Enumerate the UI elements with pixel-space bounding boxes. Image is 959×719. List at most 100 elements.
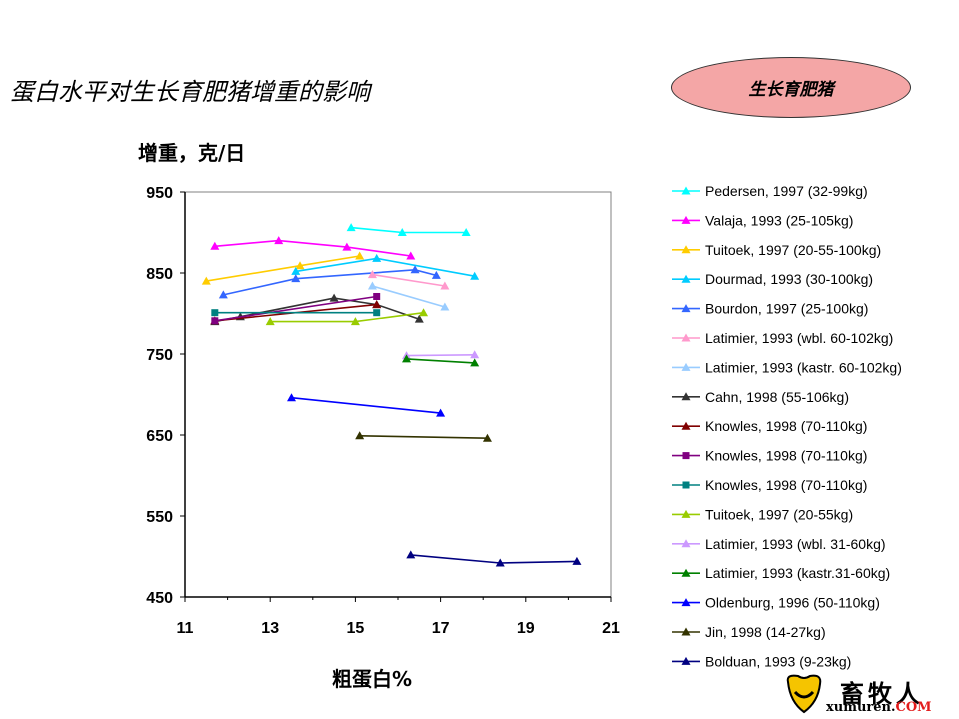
series-line	[351, 226, 467, 234]
y-tick-label: 650	[146, 428, 173, 445]
legend-marker	[681, 568, 691, 577]
chart-series	[201, 223, 582, 567]
legend-marker	[681, 509, 691, 518]
series-13	[402, 350, 480, 360]
data-point	[211, 309, 219, 317]
data-point	[291, 266, 301, 275]
series-line	[372, 285, 446, 308]
page-title: 蛋白水平对生长育肥猪增重的影响	[10, 78, 370, 106]
legend-label: Tuitoek, 1997 (20-55kg)	[705, 506, 853, 522]
legend-label: Bolduan, 1993 (9-23kg)	[705, 653, 851, 669]
data-point	[470, 271, 480, 280]
y-tick-label: 850	[146, 266, 173, 283]
series-line	[406, 358, 475, 364]
legend-item: Latimier, 1993 (wbl. 31-60kg)	[672, 536, 886, 552]
legend-label: Latimier, 1993 (kastr.31-60kg)	[705, 565, 890, 581]
data-point	[350, 317, 360, 326]
legend-marker	[681, 362, 691, 371]
legend-label: Valaja, 1993 (25-105kg)	[705, 212, 853, 228]
data-point	[414, 314, 424, 323]
data-point	[436, 408, 446, 417]
data-point	[440, 302, 450, 311]
y-axis-label: 增重，克/日	[138, 141, 246, 165]
legend-item: Latimier, 1993 (wbl. 60-102kg)	[672, 330, 893, 346]
legend-label: Dourmad, 1993 (30-100kg)	[705, 271, 873, 287]
series-line	[410, 554, 577, 564]
legend-marker	[681, 656, 691, 665]
data-point	[201, 276, 211, 285]
data-point	[495, 558, 505, 567]
data-point	[470, 358, 480, 367]
data-point	[346, 223, 356, 232]
data-point	[410, 265, 420, 274]
data-point	[440, 281, 450, 290]
series-5	[218, 265, 441, 299]
series-8	[210, 293, 424, 326]
legend-label: Latimier, 1993 (wbl. 31-60kg)	[705, 536, 886, 552]
series-2	[210, 236, 416, 260]
series-line	[359, 435, 488, 439]
data-point	[373, 292, 381, 300]
series-17	[406, 550, 582, 567]
data-point	[367, 281, 377, 290]
legend-marker	[681, 245, 691, 254]
series-6	[367, 270, 450, 290]
y-tick-label: 550	[146, 509, 173, 526]
legend-item: Valaja, 1993 (25-105kg)	[672, 212, 853, 228]
data-point	[210, 241, 220, 250]
x-axis-label: 粗蛋白%	[332, 667, 413, 691]
series-line	[270, 311, 424, 323]
legend-item: Bourdon, 1997 (25-100kg)	[672, 301, 868, 317]
logo-url-com: COM	[895, 700, 932, 715]
data-point	[461, 228, 471, 236]
x-tick-label: 15	[347, 620, 365, 637]
data-point	[482, 433, 492, 442]
legend-marker	[681, 333, 691, 342]
legend-item: Latimier, 1993 (kastr.31-60kg)	[672, 565, 890, 581]
legend-marker	[681, 539, 691, 548]
chart-legend: Pedersen, 1997 (32-99kg) Valaja, 1993 (25…	[672, 183, 902, 669]
y-tick-label: 450	[146, 590, 173, 607]
logo-text: 畜牧人	[840, 679, 924, 708]
data-point	[419, 308, 429, 317]
data-point	[431, 270, 441, 279]
series-line	[206, 255, 360, 282]
y-tick-label: 750	[146, 347, 173, 364]
data-point	[372, 253, 382, 262]
series-11	[211, 309, 381, 317]
legend-label: Tuitoek, 1997 (20-55-100kg)	[705, 242, 881, 258]
legend-label: Jin, 1998 (14-27kg)	[705, 624, 826, 640]
legend-item: Knowles, 1998 (70-110kg)	[672, 477, 867, 493]
data-point	[406, 251, 416, 260]
series-3	[201, 251, 365, 285]
data-point	[372, 300, 382, 309]
logo-url-main: xumuren.	[826, 700, 896, 715]
legend-label: Knowles, 1998 (70-110kg)	[705, 418, 867, 434]
legend-marker	[681, 215, 691, 224]
logo-url: xumuren.COM	[826, 700, 932, 715]
legend-label: Latimier, 1993 (kastr. 60-102kg)	[705, 359, 902, 375]
legend-marker	[681, 186, 691, 195]
series-16	[355, 431, 492, 442]
category-badge: 生长育肥猪	[671, 57, 911, 118]
x-tick-label: 13	[261, 620, 279, 637]
legend-label: Knowles, 1998 (70-110kg)	[705, 448, 867, 464]
data-point	[402, 354, 412, 363]
legend-marker	[682, 481, 690, 489]
series-line	[291, 396, 441, 414]
legend-label: Knowles, 1998 (70-110kg)	[705, 477, 867, 493]
legend-item: Latimier, 1993 (kastr. 60-102kg)	[672, 359, 902, 375]
data-point	[265, 317, 275, 326]
data-point	[274, 236, 284, 245]
legend-item: Knowles, 1998 (70-110kg)	[672, 448, 867, 464]
data-point	[470, 350, 480, 359]
legend-label: Cahn, 1998 (55-106kg)	[705, 389, 849, 405]
legend-item: Bolduan, 1993 (9-23kg)	[672, 653, 851, 669]
legend-marker	[681, 421, 691, 430]
series-14	[402, 354, 480, 367]
x-tick-label: 17	[432, 620, 450, 637]
series-1	[346, 223, 471, 236]
data-point	[397, 228, 407, 236]
logo-icon	[786, 674, 822, 714]
